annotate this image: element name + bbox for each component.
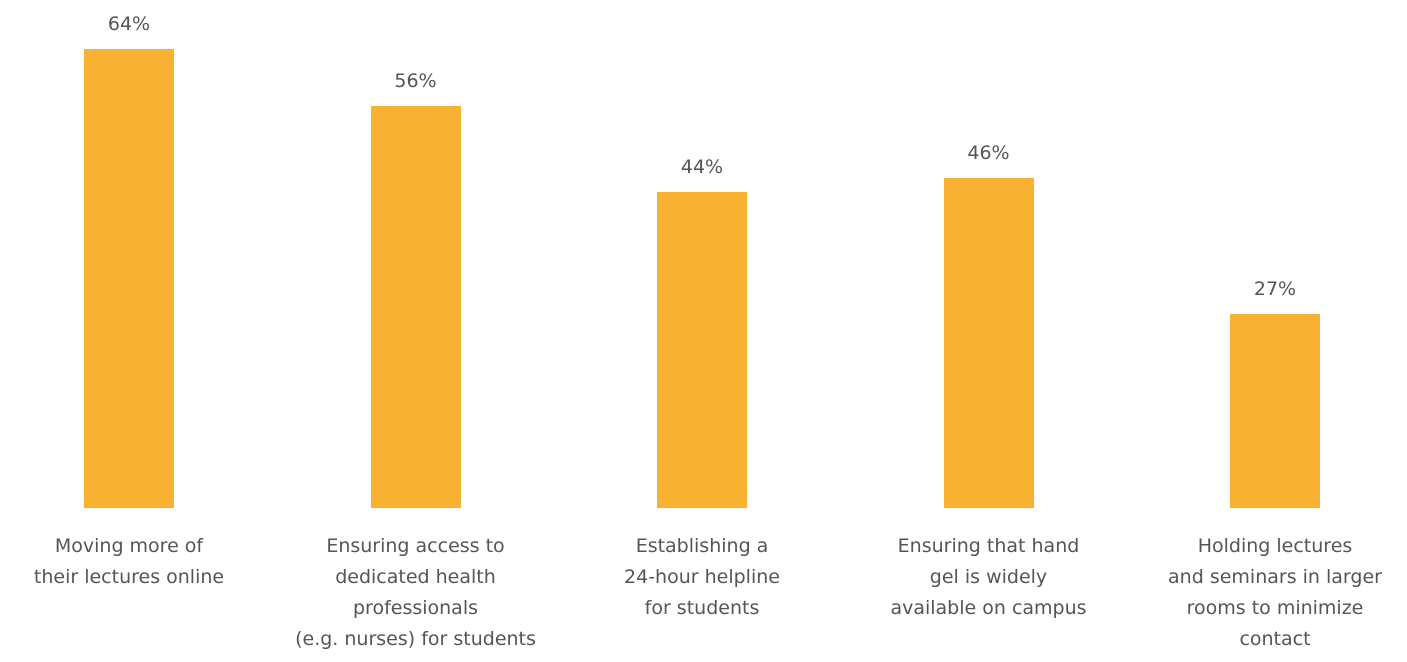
- x-tick-label: Moving more of their lectures online: [33, 535, 225, 588]
- value-label: 56%: [394, 70, 437, 93]
- x-tick-label: Holding lectures and seminars in larger …: [1168, 535, 1382, 650]
- value-label: 44%: [680, 156, 724, 179]
- bar: [657, 192, 747, 508]
- bar: [1230, 314, 1320, 508]
- x-tick-label: Ensuring that hand gel is widely availab…: [890, 535, 1087, 619]
- value-label: 64%: [107, 13, 151, 35]
- bar: [370, 106, 461, 508]
- x-tick-label: Establishing a 24-hour helpline for stud…: [624, 535, 780, 619]
- bar: [943, 178, 1034, 508]
- x-tick-label: Ensuring access to dedicated health prof…: [295, 535, 536, 650]
- bar: [84, 49, 174, 508]
- value-label: 46%: [967, 142, 1010, 165]
- value-label: 27%: [1253, 278, 1297, 301]
